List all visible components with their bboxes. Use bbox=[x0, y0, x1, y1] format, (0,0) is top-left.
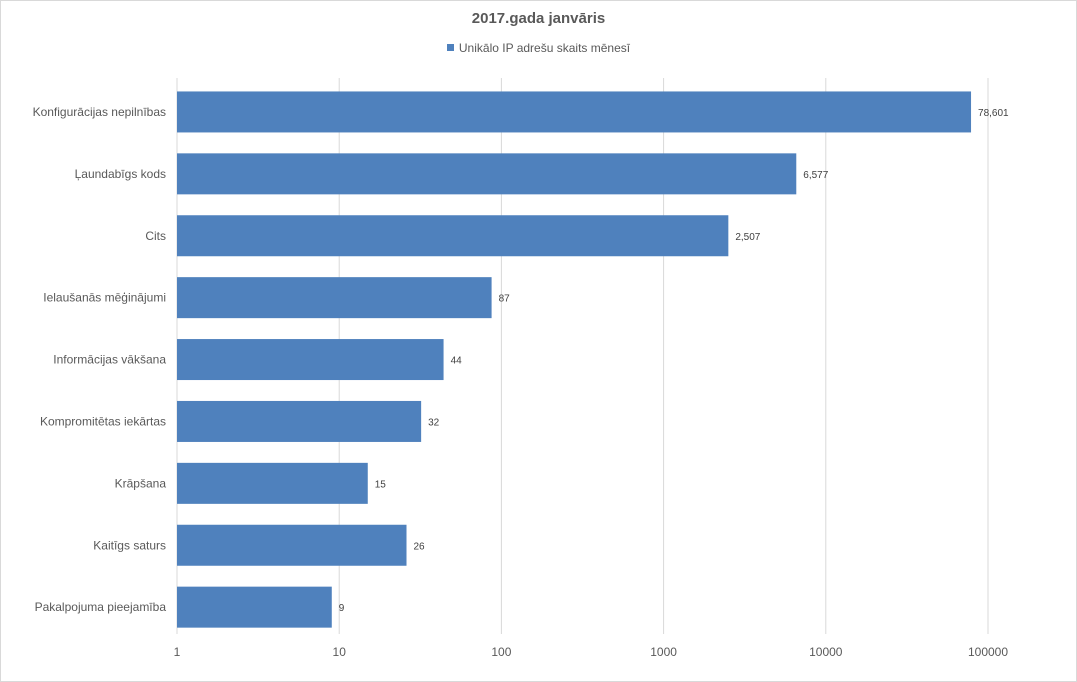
category-label: Kompromitētas iekārtas bbox=[40, 414, 166, 428]
x-tick-label: 10 bbox=[333, 645, 347, 659]
bars bbox=[177, 91, 972, 628]
category-label: Pakalpojuma pieejamība bbox=[35, 600, 167, 614]
bar bbox=[177, 462, 368, 504]
bar bbox=[177, 339, 444, 381]
bar bbox=[177, 215, 729, 257]
data-label: 44 bbox=[451, 356, 463, 367]
x-tick-label: 1000 bbox=[650, 645, 677, 659]
data-label: 2,507 bbox=[735, 232, 760, 243]
x-tick-label: 100000 bbox=[968, 645, 1008, 659]
legend: Unikālo IP adrešu skaits mēnesī bbox=[0, 41, 1077, 55]
x-tick-label: 10000 bbox=[809, 645, 843, 659]
data-label: 15 bbox=[375, 479, 387, 490]
bar bbox=[177, 153, 797, 195]
category-label: Krāpšana bbox=[115, 476, 167, 490]
chart-title: 2017.gada janvāris bbox=[471, 10, 606, 27]
x-tick-label: 100 bbox=[491, 645, 511, 659]
category-label: Informācijas vākšana bbox=[53, 353, 166, 367]
x-tick-labels: 1 10 100 1000 10000 100000 bbox=[174, 645, 1009, 659]
legend-label: Unikālo IP adrešu skaits mēnesī bbox=[458, 41, 631, 55]
bar bbox=[177, 524, 407, 566]
data-label: 6,577 bbox=[803, 170, 828, 181]
category-label: Konfigurācijas nepilnības bbox=[33, 105, 166, 119]
bar bbox=[177, 91, 972, 133]
data-label: 32 bbox=[428, 417, 440, 428]
bar bbox=[177, 277, 492, 319]
category-label: Ļaundabīgs kods bbox=[75, 167, 166, 181]
category-label: Kaitīgs saturs bbox=[93, 538, 166, 552]
data-label: 87 bbox=[499, 294, 511, 305]
data-labels: 78,601 6,577 2,507 87 44 32 15 26 9 bbox=[339, 108, 1009, 614]
category-label: Ielaušanās mēģinājumi bbox=[43, 291, 166, 305]
legend-swatch bbox=[446, 44, 454, 51]
bar bbox=[177, 400, 422, 442]
bar bbox=[177, 586, 332, 628]
data-label: 26 bbox=[414, 541, 426, 552]
x-tick-label: 1 bbox=[174, 645, 181, 659]
category-label: Cits bbox=[145, 229, 166, 243]
category-labels: Konfigurācijas nepilnības Ļaundabīgs kods… bbox=[33, 105, 167, 614]
data-label: 9 bbox=[339, 603, 345, 614]
data-label: 78,601 bbox=[978, 108, 1009, 119]
